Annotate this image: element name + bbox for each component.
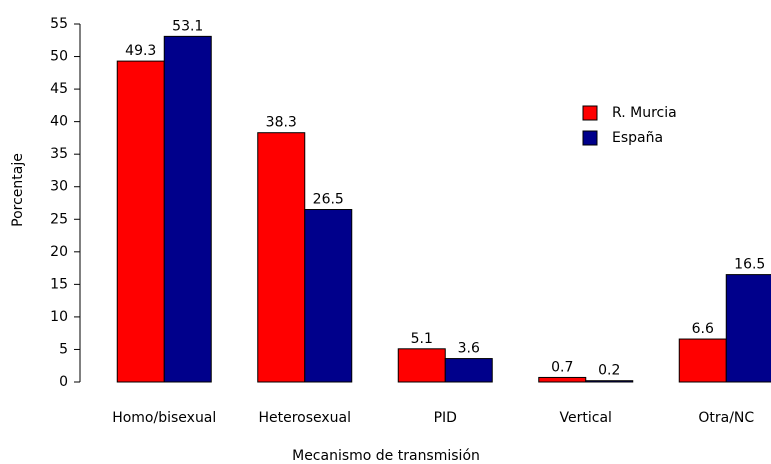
value-label: 0.2 bbox=[598, 363, 620, 379]
value-label: 0.7 bbox=[551, 359, 573, 375]
y-tick-label: 45 bbox=[50, 81, 68, 97]
y-tick-label: 0 bbox=[59, 374, 68, 390]
bar bbox=[304, 209, 353, 383]
legend-swatch bbox=[582, 105, 598, 121]
legend-label: R. Murcia bbox=[612, 105, 677, 121]
x-tick-label: PID bbox=[434, 410, 457, 426]
bar bbox=[257, 132, 306, 383]
x-tick-label: Vertical bbox=[560, 410, 612, 426]
y-tick-label: 25 bbox=[50, 211, 68, 227]
value-label: 5.1 bbox=[411, 331, 433, 347]
bar bbox=[538, 376, 587, 383]
y-tick-label: 30 bbox=[50, 179, 68, 195]
value-label: 16.5 bbox=[734, 257, 765, 273]
value-label: 53.1 bbox=[172, 18, 203, 34]
y-tick-label: 15 bbox=[50, 276, 68, 292]
y-tick-label: 20 bbox=[50, 244, 68, 260]
bar bbox=[585, 380, 634, 383]
bar bbox=[116, 60, 165, 383]
legend-label: España bbox=[612, 130, 663, 146]
y-tick-label: 10 bbox=[50, 309, 68, 325]
x-axis-label: Mecanismo de transmisión bbox=[292, 448, 480, 464]
value-label: 26.5 bbox=[313, 192, 344, 208]
x-tick-label: Homo/bisexual bbox=[112, 410, 216, 426]
value-label: 49.3 bbox=[125, 43, 156, 59]
y-tick-label: 35 bbox=[50, 146, 68, 162]
y-axis-label: Porcentaje bbox=[10, 153, 26, 227]
value-label: 6.6 bbox=[692, 321, 714, 337]
value-label: 38.3 bbox=[266, 115, 297, 131]
bar bbox=[725, 274, 771, 383]
value-label: 3.6 bbox=[458, 341, 480, 357]
bar bbox=[163, 35, 212, 383]
y-tick-label: 50 bbox=[50, 49, 68, 65]
y-tick-label: 55 bbox=[50, 16, 68, 32]
bar bbox=[678, 338, 727, 383]
y-tick-label: 5 bbox=[59, 341, 68, 357]
bar bbox=[397, 348, 446, 383]
bar bbox=[444, 358, 493, 383]
x-tick-label: Heterosexual bbox=[258, 410, 351, 426]
legend-swatch bbox=[582, 130, 598, 146]
y-tick-label: 40 bbox=[50, 114, 68, 130]
x-tick-label: Otra/NC bbox=[698, 410, 754, 426]
